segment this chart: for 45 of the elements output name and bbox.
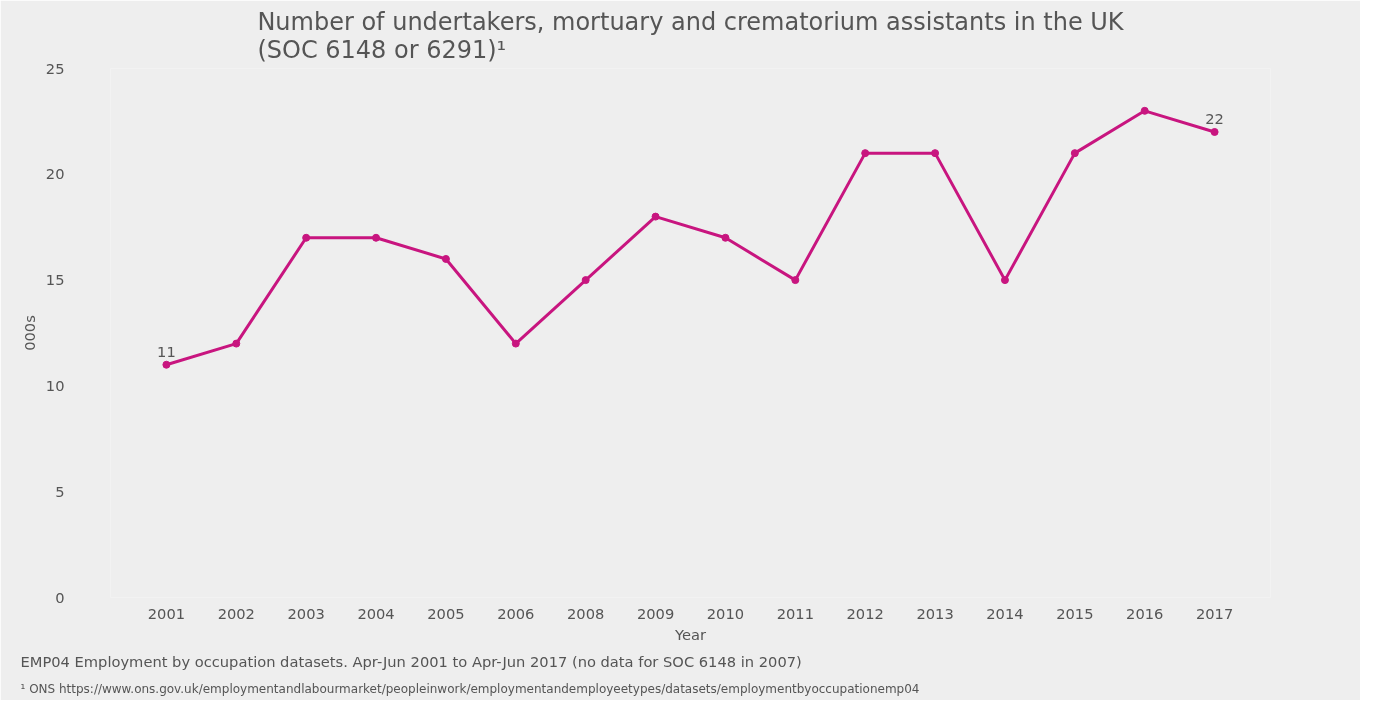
x-tick-label: 2008 (567, 604, 605, 622)
point (302, 233, 311, 242)
x-tick-label: 2003 (287, 604, 325, 622)
x-tick-label: 2013 (916, 604, 954, 622)
y-tick-label: 20 (45, 165, 65, 183)
y-tick-label: 15 (45, 271, 65, 289)
point (441, 254, 450, 263)
point (511, 339, 520, 348)
y-tick-label: 5 (55, 482, 65, 500)
x-axis-title: Year (673, 625, 707, 643)
point (651, 212, 660, 221)
point (1070, 149, 1079, 158)
x-tick-label: 2010 (706, 604, 745, 622)
y-tick-label: 0 (55, 588, 65, 606)
x-tick-label: 2004 (357, 604, 395, 622)
text: ¹ ONS https://www.ons.gov.uk/employmentandlabourmarket/peopleinwork/employmentandemployeetypes/datasets/employmentbyoccupationemp04 (20, 681, 920, 696)
chart-title: Number of undertakers, mortuary and crematorium assistants in the UK (SOC 6148 or 6291)¹ (257, 7, 1125, 64)
point (1210, 127, 1219, 136)
point (931, 149, 940, 158)
point (1140, 106, 1149, 115)
data-label: 11 (157, 342, 176, 360)
y-tick-label: 25 (45, 59, 65, 77)
x-tick-label: 2017 (1195, 604, 1234, 622)
x-tick-label: 2014 (986, 604, 1024, 622)
data-label: 22 (1205, 109, 1224, 127)
y-tick-label: 10 (45, 376, 65, 394)
x-tick-label: 2001 (147, 604, 186, 622)
x-tick-label: 2006 (497, 604, 535, 622)
point (1000, 276, 1009, 285)
point (581, 276, 590, 285)
point (232, 339, 241, 348)
y-axis-title: 000s (20, 315, 38, 351)
x-tick-label: 2015 (1056, 604, 1094, 622)
point (372, 233, 381, 242)
point (861, 149, 870, 158)
point (791, 276, 800, 285)
x-tick-label: 2011 (776, 604, 814, 622)
text: EMP04 Employment by occupation datasets. Apr-Jun 2001 to Apr-Jun 2017 (no data for SOC 6148 in 2007) (20, 652, 802, 670)
x-tick-label: 2009 (636, 604, 675, 622)
point (162, 360, 171, 369)
x-tick-label: 2012 (846, 604, 884, 622)
x-tick-label: 2002 (217, 604, 255, 622)
x-tick-label: 2016 (1126, 604, 1164, 622)
x-tick-label: 2005 (427, 604, 465, 622)
point (721, 233, 730, 242)
